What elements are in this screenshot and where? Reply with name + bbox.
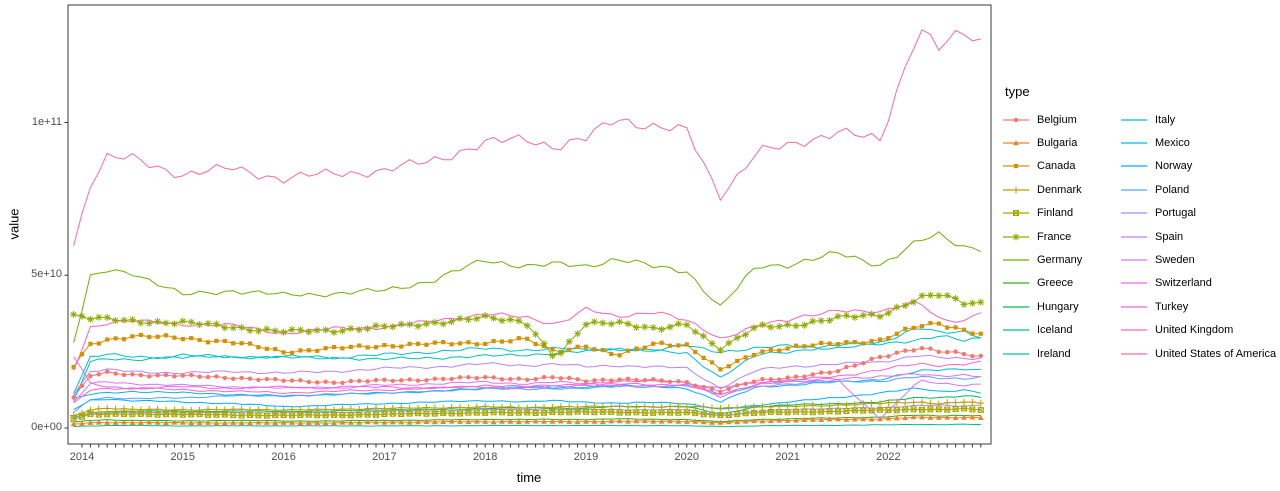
x-tick-label: 2015 [170,451,196,463]
x-tick-label: 2022 [876,451,901,463]
legend-key-none-icon [1121,329,1147,331]
legend-grid: Belgium Bulgaria Canada Denmark Finland Franc… [1002,108,1276,365]
y-axis-title: value [6,208,22,240]
legend-label: Germany [1037,254,1083,267]
legend-key-none-icon [1121,235,1147,238]
legend-label: United Kingdom [1155,324,1234,337]
legend: type Belgium Bulgaria Canada Denmark Finland… [1002,84,1276,365]
y-tick-label: 5e+10 [31,268,62,281]
x-tick-label: 2020 [674,451,700,463]
legend-key-none-icon [1121,165,1147,168]
y-tick-label: 1e+11 [31,115,62,128]
legend-item-france: France [1002,225,1120,248]
legend-label: Switzerland [1155,277,1212,290]
legend-key-square-cross-icon [1003,210,1029,217]
x-tick-label: 2016 [271,451,296,463]
x-tick-label: 2018 [472,451,498,463]
legend-key-none-icon [1003,306,1029,308]
legend-key-circle-icon [1003,117,1029,122]
y-tick-label: 0e+00 [31,421,62,433]
legend-label: Italy [1155,113,1176,126]
legend-item-canada: Canada [1002,155,1120,178]
x-tick-label: 2019 [573,451,599,463]
legend-item-bulgaria: Bulgaria [1002,131,1120,154]
x-tick-label: 2021 [775,451,800,463]
legend-item-italy: Italy [1120,108,1276,131]
legend-item-portugal: Portugal [1120,202,1276,225]
legend-label: Greece [1037,277,1074,290]
legend-label: Portugal [1155,207,1196,220]
legend-label: Finland [1037,207,1074,220]
legend-item-spain: Spain [1120,225,1276,248]
legend-key-none-icon [1121,212,1147,214]
legend-item-greece: Greece [1002,272,1120,295]
legend-key-none-icon [1121,352,1147,355]
legend-item-ireland: Ireland [1002,342,1120,365]
legend-key-none-icon [1121,189,1147,191]
legend-key-none-icon [1121,142,1147,144]
legend-item-switzerland: Switzerland [1120,272,1276,295]
legend-item-germany: Germany [1002,248,1120,271]
legend-key-triangle-icon [1003,140,1029,146]
legend-key-none-icon [1121,259,1147,261]
legend-label: Hungary [1037,300,1079,313]
legend-label: Sweden [1155,254,1195,267]
legend-title: type [1005,84,1030,99]
legend-key-none-icon [1121,119,1147,121]
legend-item-denmark: Denmark [1002,178,1120,201]
x-tick-label: 2014 [69,451,95,463]
legend-key-square-icon [1003,164,1029,169]
legend-key-none-icon [1003,352,1029,355]
legend-label: Poland [1155,183,1190,196]
legend-item-turkey: Turkey [1120,295,1276,318]
legend-item-finland: Finland [1002,202,1120,225]
legend-item-belgium: Belgium [1002,108,1120,131]
legend-label: Spain [1155,230,1184,243]
legend-label: Denmark [1037,183,1082,196]
legend-label: Ireland [1037,347,1071,360]
legend-label: Canada [1037,160,1076,173]
legend-key-none-icon [1121,282,1147,285]
legend-key-none-icon [1121,306,1147,308]
legend-item-poland: Poland [1120,178,1276,201]
legend-item-sweden: Sweden [1120,248,1276,271]
legend-label: France [1037,230,1072,243]
legend-item-mexico: Mexico [1120,131,1276,154]
x-tick-label: 2017 [372,451,397,463]
legend-item-norway: Norway [1120,155,1276,178]
legend-item-iceland: Iceland [1002,319,1120,342]
legend-key-plus-icon [1003,186,1029,194]
legend-label: Norway [1155,160,1193,173]
legend-item-hungary: Hungary [1002,295,1120,318]
legend-label: Bulgaria [1037,137,1078,150]
legend-key-none-icon [1003,282,1029,285]
legend-key-asterisk-icon [1003,233,1029,241]
legend-label: Belgium [1037,113,1077,126]
x-axis-title: time [516,470,542,485]
legend-label: Iceland [1037,324,1073,337]
legend-item-united-states-of-america: United States of America [1120,342,1276,365]
legend-label: Turkey [1155,300,1189,313]
legend-key-none-icon [1003,329,1029,331]
legend-label: United States of America [1155,347,1277,360]
legend-label: Mexico [1155,137,1190,150]
legend-item-united-kingdom: United Kingdom [1120,319,1276,342]
legend-key-none-icon [1003,259,1029,261]
